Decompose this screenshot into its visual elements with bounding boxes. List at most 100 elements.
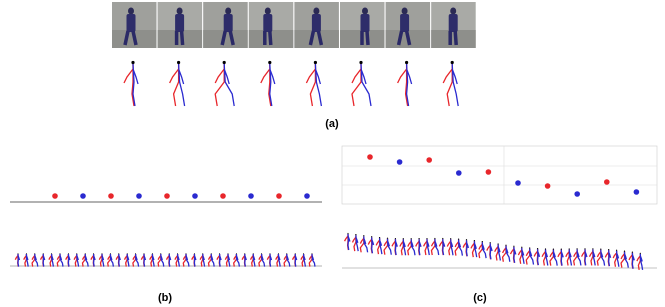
dots [367, 154, 640, 197]
limb-right [378, 238, 383, 255]
dot [304, 193, 310, 199]
head [227, 253, 229, 255]
skeleton [73, 253, 80, 267]
photo-ground [431, 30, 476, 48]
head [536, 248, 539, 250]
skeleton [260, 60, 276, 107]
dot [220, 193, 226, 199]
head [359, 60, 363, 65]
skeleton [81, 253, 89, 267]
person-body [448, 14, 458, 32]
limb-right [76, 253, 80, 267]
skeleton [572, 248, 582, 266]
limb-right [505, 245, 511, 262]
skeleton [462, 239, 470, 257]
limb-right [552, 249, 558, 266]
skeleton [612, 249, 620, 267]
head [450, 60, 454, 65]
person-head [225, 7, 232, 15]
dot [52, 193, 58, 199]
head [363, 235, 365, 237]
head [386, 237, 389, 239]
limb-right [118, 253, 121, 267]
person-legs [220, 30, 235, 46]
limb-right [600, 249, 606, 266]
person-legs [448, 30, 458, 46]
head [311, 253, 313, 255]
person-legs [123, 30, 138, 46]
skeleton [199, 253, 206, 267]
head [418, 238, 420, 240]
limb-right [481, 242, 487, 259]
skeleton [23, 253, 29, 267]
skeleton [14, 253, 21, 267]
skeleton [454, 238, 464, 256]
skeleton [283, 253, 291, 267]
skeleton [157, 253, 165, 267]
dot [367, 154, 373, 160]
skeleton [107, 253, 115, 267]
limb-right [426, 239, 430, 256]
limb-right [168, 253, 172, 267]
head [426, 237, 428, 240]
dot [248, 193, 254, 199]
dot [456, 170, 462, 176]
plot-frame [341, 145, 658, 205]
limb-right [489, 243, 493, 260]
head [355, 234, 357, 236]
dot [80, 193, 86, 199]
skeleton-row [123, 60, 459, 107]
limb-right [363, 236, 369, 253]
limb-right [314, 63, 323, 107]
limb-right [92, 253, 96, 267]
dot [633, 189, 640, 195]
limb-right [623, 251, 629, 268]
skeleton [494, 243, 502, 261]
skeleton [191, 253, 197, 267]
limb-right [544, 249, 549, 266]
limb-right [210, 253, 215, 267]
skeleton [123, 60, 139, 107]
head [109, 253, 111, 255]
limb-right [355, 235, 359, 252]
head [235, 253, 237, 255]
dot [164, 193, 170, 199]
limb-right [244, 253, 247, 267]
person-body [311, 14, 321, 32]
head [347, 232, 349, 235]
skeleton [233, 253, 241, 267]
head [608, 248, 610, 251]
head [261, 253, 263, 255]
person-legs [263, 30, 273, 46]
head [313, 60, 317, 65]
limb-right [576, 249, 582, 266]
limb-right [560, 249, 564, 266]
skeleton [446, 238, 454, 256]
panel-c-top-plot [341, 145, 658, 205]
skeleton [549, 248, 558, 266]
head [51, 253, 53, 255]
skeleton [533, 248, 541, 266]
dot [192, 193, 198, 199]
skeleton [241, 253, 247, 267]
limb-right [177, 63, 186, 107]
limb-right [442, 239, 446, 256]
limb-right [568, 249, 573, 266]
panel-b-sequence [10, 253, 322, 267]
limb-right [269, 63, 276, 107]
skeleton [291, 253, 298, 267]
limb-right [151, 253, 155, 267]
skeleton [486, 242, 493, 260]
head [202, 253, 204, 255]
limb-right [269, 253, 273, 267]
head [639, 252, 641, 254]
skeleton [65, 253, 71, 267]
person-body [175, 14, 185, 32]
head [76, 253, 78, 255]
person-head [176, 7, 183, 15]
dot [136, 193, 142, 199]
limb-right [497, 244, 502, 261]
head [286, 253, 288, 255]
limb-right [67, 253, 71, 267]
limb-right [193, 253, 197, 267]
